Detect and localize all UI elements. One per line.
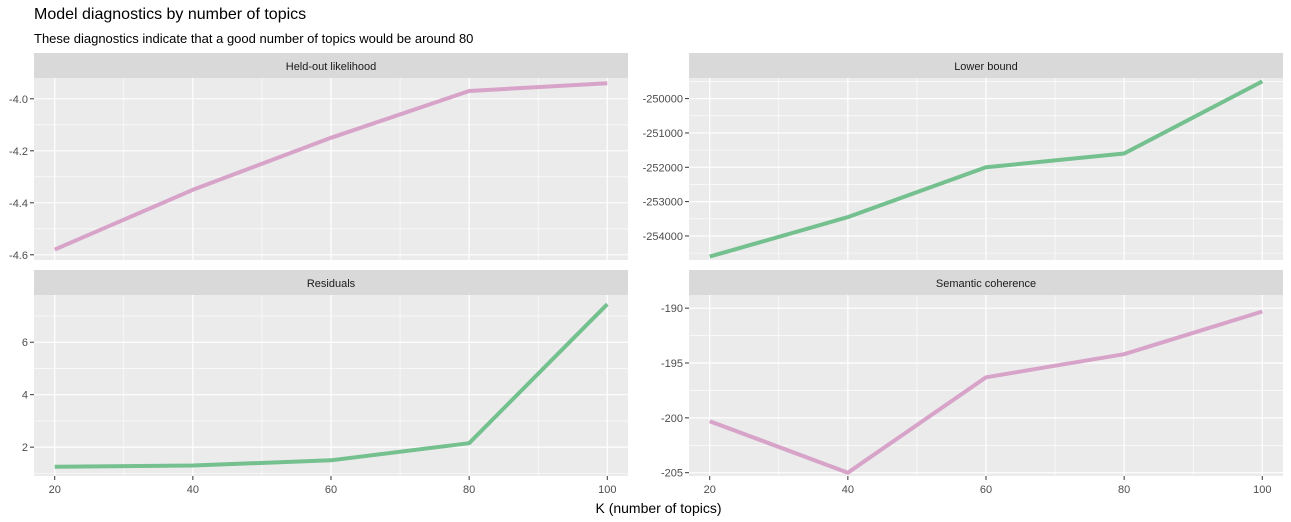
x-tick-label: 100	[598, 484, 616, 496]
x-tick-label: 80	[1118, 484, 1130, 496]
y-tick-label: -4.0	[9, 94, 28, 106]
facet-strip	[689, 270, 1283, 295]
x-tick-label: 20	[49, 484, 61, 496]
series-line	[54, 302, 609, 469]
x-tick-label: 100	[1253, 484, 1271, 496]
y-tick-label: 2	[22, 442, 28, 454]
y-tick-label: -205	[661, 468, 683, 480]
facet-panel: Residuals 2 4 6 20 40 60 80 100	[22, 270, 628, 496]
y-tick-label: -4.4	[9, 198, 28, 210]
x-tick-label: 20	[704, 484, 716, 496]
facet-label: Semantic coherence	[936, 278, 1036, 290]
facet-panel: Lower bound -254000 -253000 -252000 -251000 -…	[643, 53, 1283, 260]
y-tick-label: -250000	[643, 94, 683, 106]
y-tick-label: -190	[661, 303, 683, 315]
x-tick-label: 60	[325, 484, 337, 496]
y-tick-label: 6	[22, 337, 28, 349]
x-tick-label: 40	[187, 484, 199, 496]
series-line	[709, 79, 1264, 259]
facet-panel: Held-out likelihood -4.6 -4.4 -4.2 -4.0	[9, 53, 628, 262]
facet-strip	[34, 53, 628, 78]
y-tick-label: -4.6	[9, 250, 28, 262]
facet-label: Lower bound	[954, 61, 1018, 73]
x-tick-label: 60	[980, 484, 992, 496]
y-tick-label: -195	[661, 358, 683, 370]
facet-label: Residuals	[307, 278, 356, 290]
y-tick-label: -251000	[643, 128, 683, 140]
x-tick-label: 40	[842, 484, 854, 496]
y-tick-label: -252000	[643, 162, 683, 174]
y-tick-label: -254000	[643, 231, 683, 243]
x-tick-label: 80	[463, 484, 475, 496]
chart-subtitle: These diagnostics indicate that a good n…	[34, 31, 474, 46]
x-axis-title: K (number of topics)	[595, 500, 721, 516]
series-line	[53, 81, 608, 252]
facet-strip	[689, 53, 1283, 78]
facet-panel: Semantic coherence -205 -200 -195 -190 20 40 60…	[661, 270, 1283, 496]
facet-strip	[34, 270, 628, 295]
y-tick-label: -4.2	[9, 146, 28, 158]
series-line	[709, 309, 1263, 475]
y-tick-label: -200	[661, 413, 683, 425]
facet-label: Held-out likelihood	[286, 61, 377, 73]
chart-title: Model diagnostics by number of topics	[34, 6, 307, 23]
y-tick-label: 4	[22, 390, 28, 402]
y-tick-label: -253000	[643, 197, 683, 209]
